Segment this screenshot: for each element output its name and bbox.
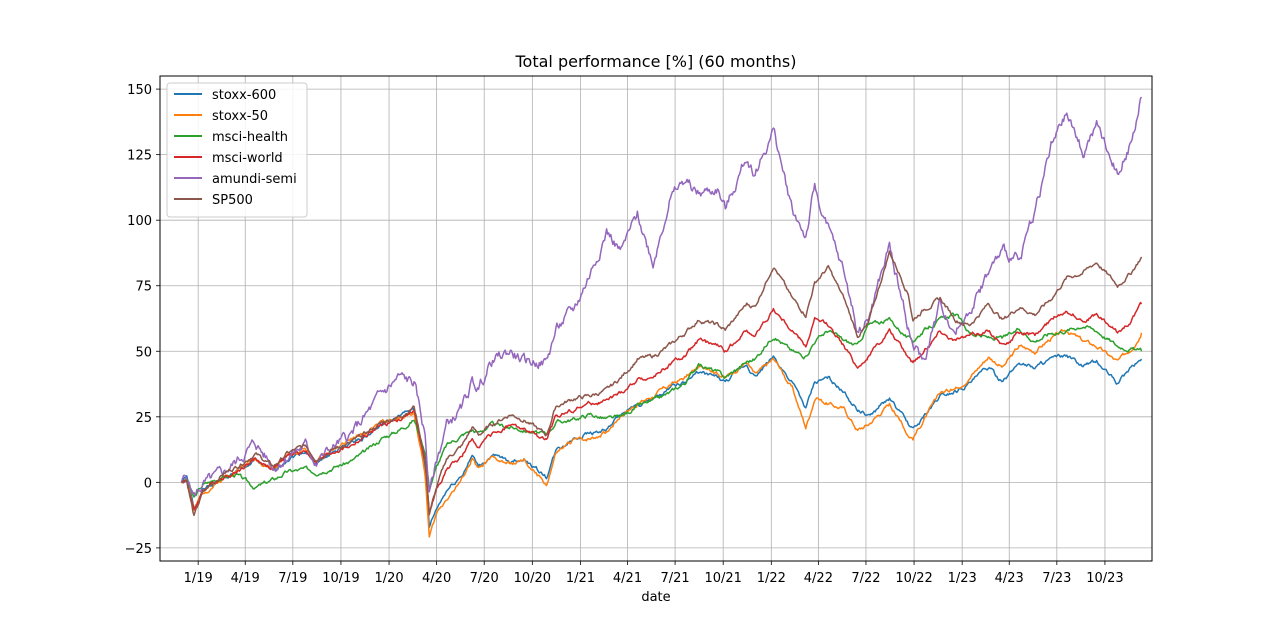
legend-label: msci-world xyxy=(212,151,283,166)
x-tick-label: 7/21 xyxy=(660,571,689,586)
x-tick-label: 1/19 xyxy=(184,571,213,586)
x-tick-label: 1/21 xyxy=(566,571,595,586)
y-tick-label: 75 xyxy=(135,280,152,295)
plot-frame xyxy=(159,75,1153,562)
x-tick-label: 4/19 xyxy=(231,571,260,586)
series-line-SP500 xyxy=(181,250,1143,517)
x-tick-label: 7/23 xyxy=(1042,571,1071,586)
x-tick-label: 1/22 xyxy=(757,571,786,586)
legend-label: msci-health xyxy=(212,130,288,145)
series-line-amundi-semi xyxy=(180,96,1143,497)
legend-label: amundi-semi xyxy=(212,172,297,187)
x-tick-label: 7/22 xyxy=(851,571,880,586)
series-line-stoxx-600 xyxy=(180,353,1143,529)
x-tick-label: 10/19 xyxy=(322,571,359,586)
x-axis-label: date xyxy=(641,590,670,605)
x-tick-label: 10/20 xyxy=(514,571,551,586)
x-axis: 1/19 4/19 7/19 10/19 1/20 4/20 7/20 10/20 1/21 4/… xyxy=(184,561,1124,586)
chart-title: Total performance [%] (60 months) xyxy=(515,52,797,71)
legend-box xyxy=(166,82,308,218)
x-tick-label: 10/22 xyxy=(895,571,932,586)
y-tick-label: 150 xyxy=(127,83,152,98)
x-tick-label: 10/21 xyxy=(704,571,741,586)
x-tick-label: 10/23 xyxy=(1086,571,1123,586)
y-tick-label: 50 xyxy=(135,345,152,360)
x-tick-label: 4/22 xyxy=(804,571,833,586)
legend-label: stoxx-600 xyxy=(212,88,276,103)
x-tick-label: 1/20 xyxy=(374,571,403,586)
y-axis: −25 0 25 50 75 100 125 150 xyxy=(125,83,160,557)
series-line-msci-health xyxy=(180,312,1143,498)
x-tick-label: 7/20 xyxy=(470,571,499,586)
legend-label: stoxx-50 xyxy=(212,109,268,124)
series-layer xyxy=(180,96,1143,538)
x-tick-label: 1/23 xyxy=(948,571,977,586)
y-tick-label: 125 xyxy=(127,149,152,164)
x-tick-label: 4/21 xyxy=(613,571,642,586)
x-tick-label: 4/20 xyxy=(422,571,451,586)
legend: stoxx-600 stoxx-50 msci-health msci-world am… xyxy=(166,82,308,218)
y-tick-label: 25 xyxy=(135,411,152,426)
y-tick-label: −25 xyxy=(125,542,152,557)
series-line-stoxx-50 xyxy=(181,328,1143,538)
y-tick-label: 0 xyxy=(144,476,152,491)
y-tick-label: 100 xyxy=(127,214,152,229)
x-tick-label: 7/19 xyxy=(278,571,307,586)
legend-label: SP500 xyxy=(212,193,253,208)
x-tick-label: 4/23 xyxy=(995,571,1024,586)
